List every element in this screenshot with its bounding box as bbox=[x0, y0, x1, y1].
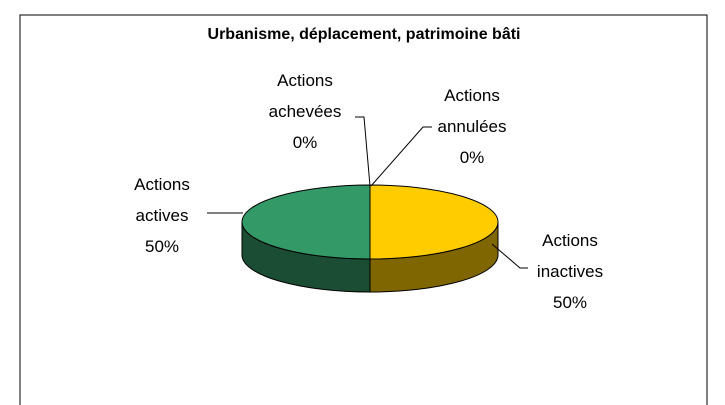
slice-label: Actions inactives 50% bbox=[520, 225, 620, 318]
value-label: 0% bbox=[292, 133, 318, 152]
slice bbox=[241, 184, 371, 260]
leader-line bbox=[370, 126, 432, 187]
value-label: 50% bbox=[552, 293, 588, 312]
leader-line bbox=[355, 116, 371, 187]
category-label: Actions inactives bbox=[536, 231, 604, 281]
pie bbox=[241, 184, 499, 293]
category-label: Actions actives bbox=[134, 175, 190, 225]
slice-label: Actions annulées 0% bbox=[422, 80, 522, 173]
slice-label: Actions actives 50% bbox=[112, 169, 212, 262]
leader-line bbox=[491, 243, 528, 269]
chart-title: Urbanisme, déplacement, patrimoine bâti bbox=[207, 26, 521, 43]
category-label: Actions annulées bbox=[437, 86, 507, 136]
value-label: 0% bbox=[459, 148, 485, 167]
slice bbox=[369, 184, 499, 260]
category-label: Actions achevées bbox=[268, 71, 342, 121]
value-label: 50% bbox=[144, 237, 180, 256]
slice-label: Actions achevées 0% bbox=[255, 65, 355, 158]
